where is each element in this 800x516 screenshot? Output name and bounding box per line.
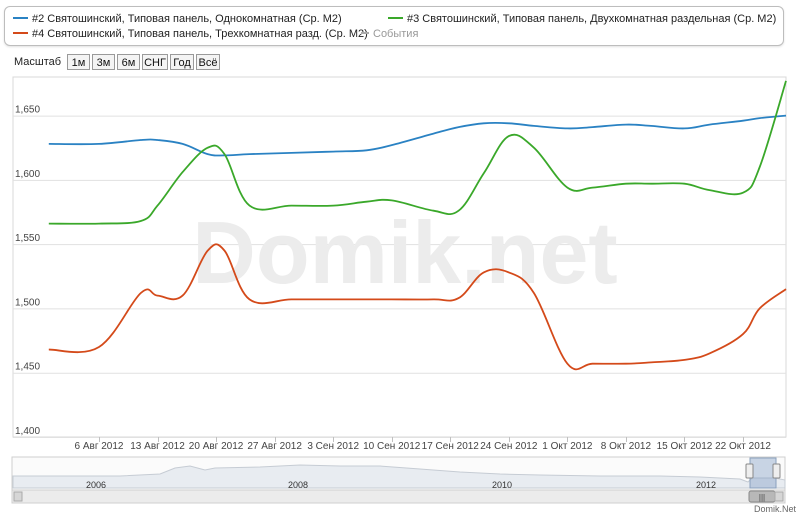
zoom-3m-button[interactable]: 3м bbox=[92, 54, 115, 70]
legend-label: #2 Святошинский, Типовая панель, Одноком… bbox=[32, 13, 342, 25]
zoom-6m-button[interactable]: 6м bbox=[117, 54, 140, 70]
x-tick-label: 17 Сен 2012 bbox=[422, 441, 480, 452]
legend-swatch bbox=[13, 32, 28, 35]
x-tick-label: 10 Сен 2012 bbox=[363, 441, 421, 452]
series-lines bbox=[48, 80, 787, 371]
legend-swatch bbox=[388, 17, 403, 20]
scroll-right-button[interactable] bbox=[774, 491, 784, 502]
legend-label: #4 Святошинский, Типовая панель, Трехком… bbox=[32, 28, 368, 40]
zoom-label: Масштаб bbox=[14, 56, 62, 68]
navigator-year-label: 2006 bbox=[86, 480, 106, 490]
series-line-3[interactable] bbox=[48, 80, 787, 225]
zoom-1m-button[interactable]: 1м bbox=[67, 54, 90, 70]
navigator-year-label: 2012 bbox=[696, 480, 716, 490]
scroll-left-button[interactable] bbox=[13, 491, 23, 502]
watermark: Domik.net bbox=[192, 203, 617, 302]
x-tick-label: 15 Окт 2012 bbox=[657, 441, 713, 452]
gridlines bbox=[12, 76, 787, 442]
x-tick-label: 22 Окт 2012 bbox=[715, 441, 771, 452]
legend-swatch bbox=[361, 32, 369, 35]
y-tick-label: 1,400 bbox=[15, 426, 40, 437]
zoom-ytd-button[interactable]: СНГ bbox=[142, 54, 168, 70]
navigator-series bbox=[12, 464, 786, 489]
credit-text: Domik.Net bbox=[753, 504, 796, 514]
y-tick-label: 1,500 bbox=[15, 297, 40, 308]
x-tick-label: 27 Авг 2012 bbox=[247, 441, 302, 452]
y-tick-label: 1,600 bbox=[15, 169, 40, 180]
series-line-2[interactable] bbox=[48, 114, 787, 157]
legend-item-series-3[interactable]: #3 Святошинский, Типовая панель, Двухком… bbox=[388, 12, 776, 26]
navigator-right-handle[interactable] bbox=[772, 463, 781, 479]
x-tick-label: 6 Авг 2012 bbox=[75, 441, 124, 452]
navigator-selection[interactable] bbox=[749, 457, 777, 489]
legend-swatch bbox=[13, 17, 28, 20]
navigator-scrollbar[interactable] bbox=[11, 489, 786, 504]
x-tick-label: 8 Окт 2012 bbox=[601, 441, 652, 452]
x-tick-label: 13 Авг 2012 bbox=[130, 441, 185, 452]
x-tick-label: 1 Окт 2012 bbox=[542, 441, 593, 452]
legend-item-events[interactable]: События bbox=[361, 27, 418, 41]
zoom-all-button[interactable]: Всё bbox=[196, 54, 220, 70]
y-axis: 1,400 1,450 1,500 1,550 1,600 1,650 bbox=[15, 105, 40, 437]
y-tick-label: 1,650 bbox=[15, 105, 40, 116]
legend-item-series-4[interactable]: #4 Святошинский, Типовая панель, Трехком… bbox=[13, 27, 368, 41]
legend: #2 Святошинский, Типовая панель, Одноком… bbox=[4, 6, 784, 46]
legend-label: #3 Святошинский, Типовая панель, Двухком… bbox=[407, 13, 777, 25]
x-axis: 6 Авг 2012 13 Авг 2012 20 Авг 2012 27 Авг 2… bbox=[75, 441, 772, 452]
x-tick-label: 3 Сен 2012 bbox=[307, 441, 359, 452]
navigator-left-handle[interactable] bbox=[745, 463, 754, 479]
x-tick-label: 20 Авг 2012 bbox=[189, 441, 244, 452]
legend-item-series-2[interactable]: #2 Святошинский, Типовая панель, Одноком… bbox=[13, 12, 342, 26]
legend-label: События bbox=[373, 28, 419, 40]
navigator[interactable]: 2006 2008 2010 2012 ||| bbox=[11, 456, 786, 504]
navigator-year-label: 2010 bbox=[492, 480, 512, 490]
series-line-4[interactable] bbox=[48, 243, 787, 371]
y-tick-label: 1,450 bbox=[15, 362, 40, 373]
y-tick-label: 1,550 bbox=[15, 233, 40, 244]
zoom-year-button[interactable]: Год bbox=[170, 54, 194, 70]
x-tick-label: 24 Сен 2012 bbox=[480, 441, 538, 452]
scrollbar-grip: ||| bbox=[759, 493, 765, 502]
navigator-year-label: 2008 bbox=[288, 480, 308, 490]
